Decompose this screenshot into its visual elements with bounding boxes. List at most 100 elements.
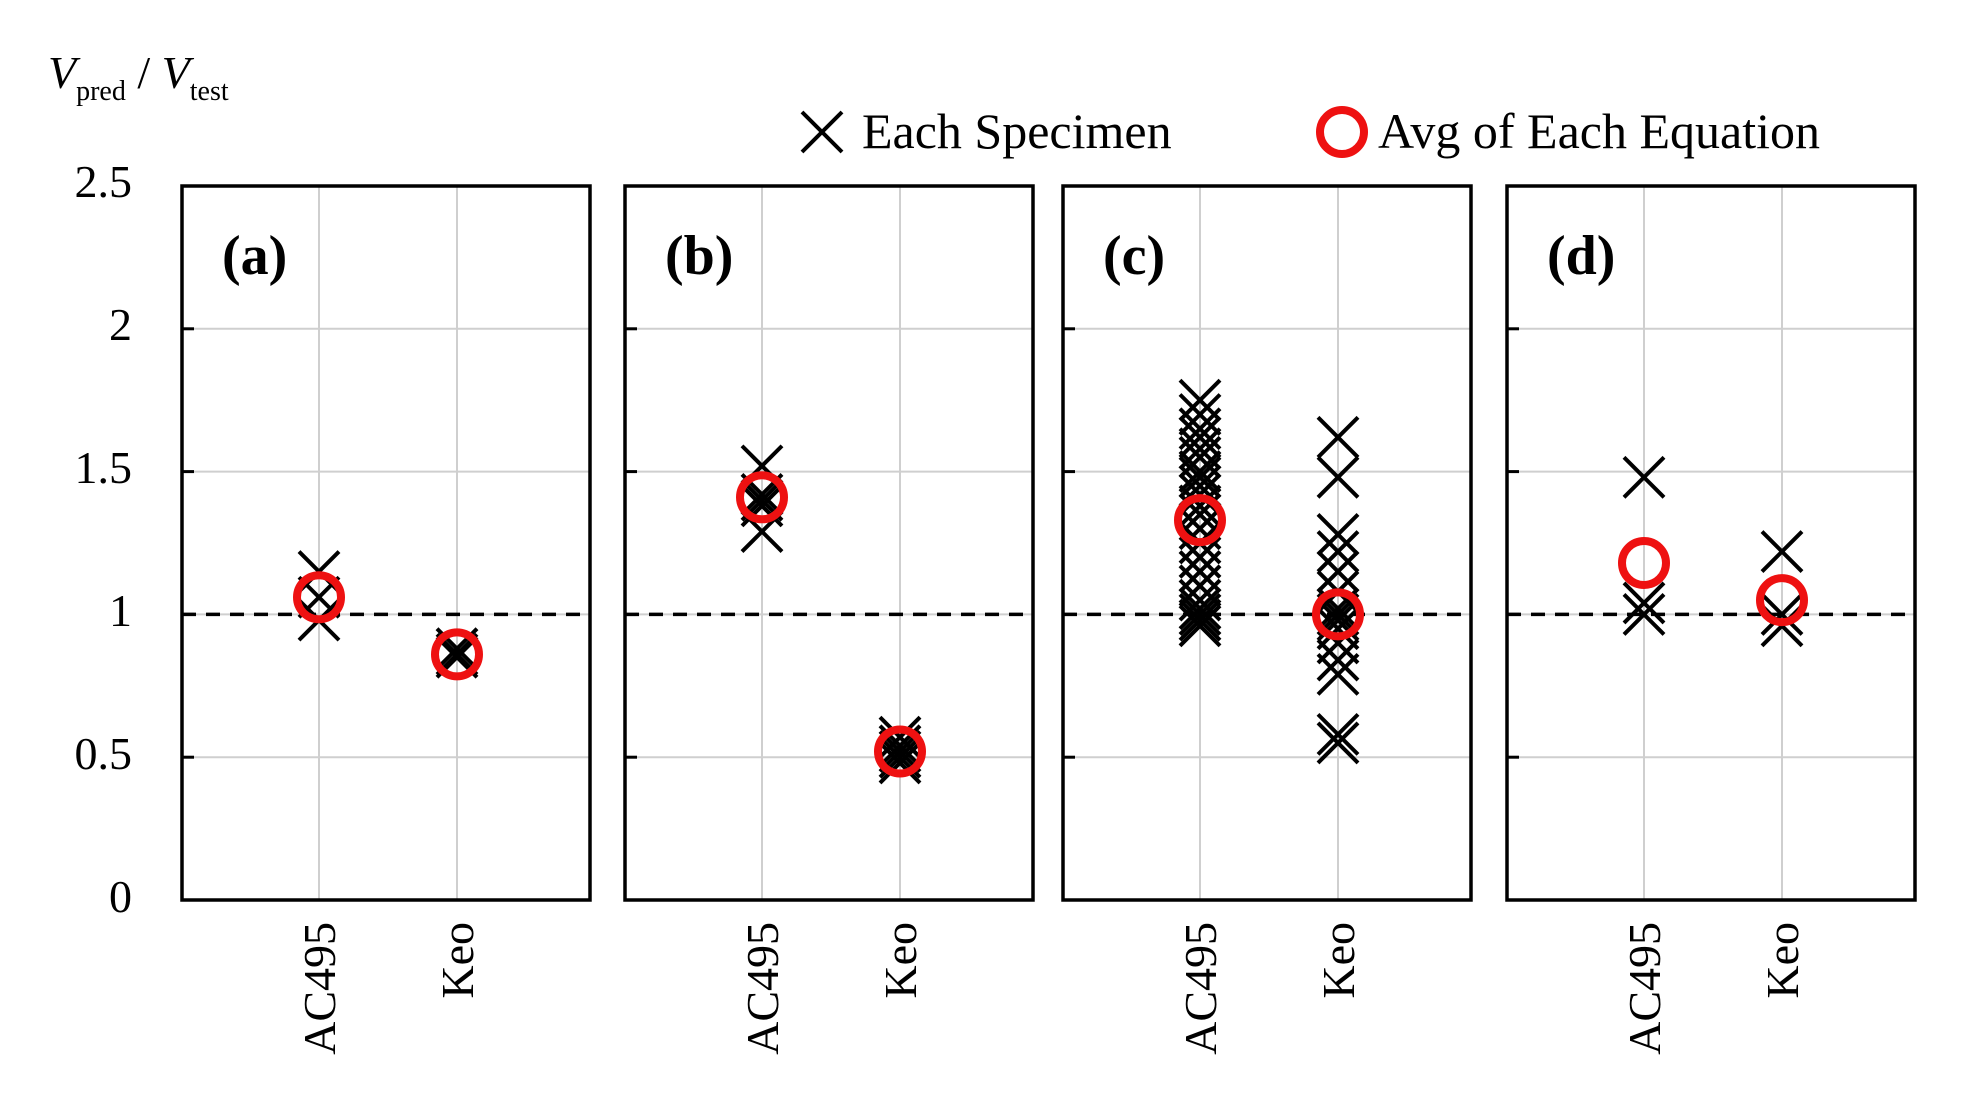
specimen-point-stroke [1760,592,1804,636]
average-point [293,571,345,624]
specimen-point [1316,638,1360,682]
legend-specimen-marker [800,110,844,154]
y-tick-label: 0 [109,871,132,922]
x-tick-label-ac495: AC495 [1619,922,1670,1055]
specimen-point-stroke [1178,587,1222,631]
panel-c: (c) AC495 Keo [1061,184,1473,1055]
panel-a: (a) AC495 Keo [180,184,592,1055]
specimen-point-stroke [1316,712,1360,756]
specimen-point [1178,598,1222,642]
legend-average-label: Avg of Each Equation [1378,103,1820,159]
specimen-point [1622,581,1666,625]
y-title-sub2: test [190,76,229,107]
average-point [1174,494,1226,547]
y-axis-title: Vpred / Vtest [48,47,229,107]
panel-grid [1507,186,1915,900]
x-tick-label-keo: Keo [432,922,483,999]
average-point [874,725,926,778]
panel-label: (d) [1547,225,1615,287]
specimen-point [1178,393,1222,436]
average-point [1312,588,1364,641]
specimen-point [1316,530,1360,573]
specimen-point-stroke [1316,638,1360,682]
y-tick-label: 2 [109,299,132,350]
y-tick-labels: 0 0.5 1 1.5 2 2.5 [75,156,133,922]
specimen-point [1316,550,1360,593]
specimen-point [1316,712,1360,756]
x-tick-label-ac495: AC495 [294,922,345,1055]
specimen-point-stroke [1178,415,1222,459]
specimen-point [1622,592,1666,636]
x-tick-label-keo: Keo [1313,922,1364,999]
specimen-point [1316,607,1360,651]
specimen-point-stroke [1316,607,1360,651]
x-tick-label-keo: Keo [1757,922,1808,999]
specimen-point-stroke [1178,484,1222,528]
panel-label: (b) [665,225,733,287]
legend-average-marker [1316,106,1368,158]
y-title-slash: / [126,47,162,98]
panel-grid [625,186,1033,900]
y-title-v2: V [162,47,195,98]
x-tick-label-ac495: AC495 [737,922,788,1055]
specimen-point [1178,450,1222,494]
panel-marks [736,444,926,785]
specimen-point [1760,530,1804,573]
specimen-point [1622,455,1666,499]
panel-d: (d) AC495 Keo [1505,184,1917,1055]
specimen-point [1316,513,1360,556]
specimen-point-stroke [1316,513,1360,556]
specimen-point-stroke [1178,450,1222,494]
panel-frame [180,184,592,902]
specimen-point-stroke [1622,581,1666,625]
specimen-point-stroke [1622,455,1666,499]
panel-label: (a) [222,225,287,287]
panel-label: (c) [1103,225,1165,287]
panel-frame [1061,184,1473,902]
legend-specimen-label: Each Specimen [862,103,1172,159]
specimen-point [1178,604,1222,648]
specimen-point-stroke [1316,652,1360,696]
panel-ticks [1507,327,1519,759]
panel-b: (b) AC495 Keo [623,184,1035,1055]
specimen-point-stroke [1622,592,1666,636]
specimen-point-stroke [1178,604,1222,648]
panel-marks [293,550,483,681]
average-point [736,471,788,524]
specimen-point-stroke [1760,530,1804,573]
panel-frame [623,184,1035,902]
x-tick-label-keo: Keo [875,922,926,999]
panel-ticks [625,327,637,759]
specimen-point [1178,415,1222,459]
y-tick-label: 1 [109,585,132,636]
average-point [1618,536,1670,589]
y-title-sub1: pred [76,76,126,107]
legend: Each Specimen Avg of Each Equation [800,103,1820,159]
specimen-point [1316,415,1360,459]
specimen-point [1316,721,1360,765]
specimen-point [878,741,922,785]
specimen-point [1760,592,1804,636]
y-title-v1: V [48,47,81,98]
specimen-point-stroke [1316,415,1360,459]
specimen-point [1316,455,1360,499]
panel-frame [1505,184,1917,902]
average-point [1756,574,1808,627]
specimen-point-stroke [1178,592,1222,636]
specimen-point [1178,592,1222,636]
panel-marks [1618,455,1808,648]
specimen-point [1316,652,1360,696]
y-tick-label: 0.5 [75,728,133,779]
specimen-point-stroke [1316,455,1360,499]
panel-ticks [1063,327,1075,759]
specimen-point-stroke [1316,721,1360,765]
specimen-point-stroke [1178,598,1222,642]
y-tick-label: 1.5 [75,442,133,493]
specimen-point-stroke [1316,550,1360,593]
specimen-point [1178,587,1222,631]
panel-marks [1174,378,1364,765]
panel-grid [1063,186,1471,900]
specimen-point-stroke [1316,530,1360,573]
x-tick-label-ac495: AC495 [1175,922,1226,1055]
